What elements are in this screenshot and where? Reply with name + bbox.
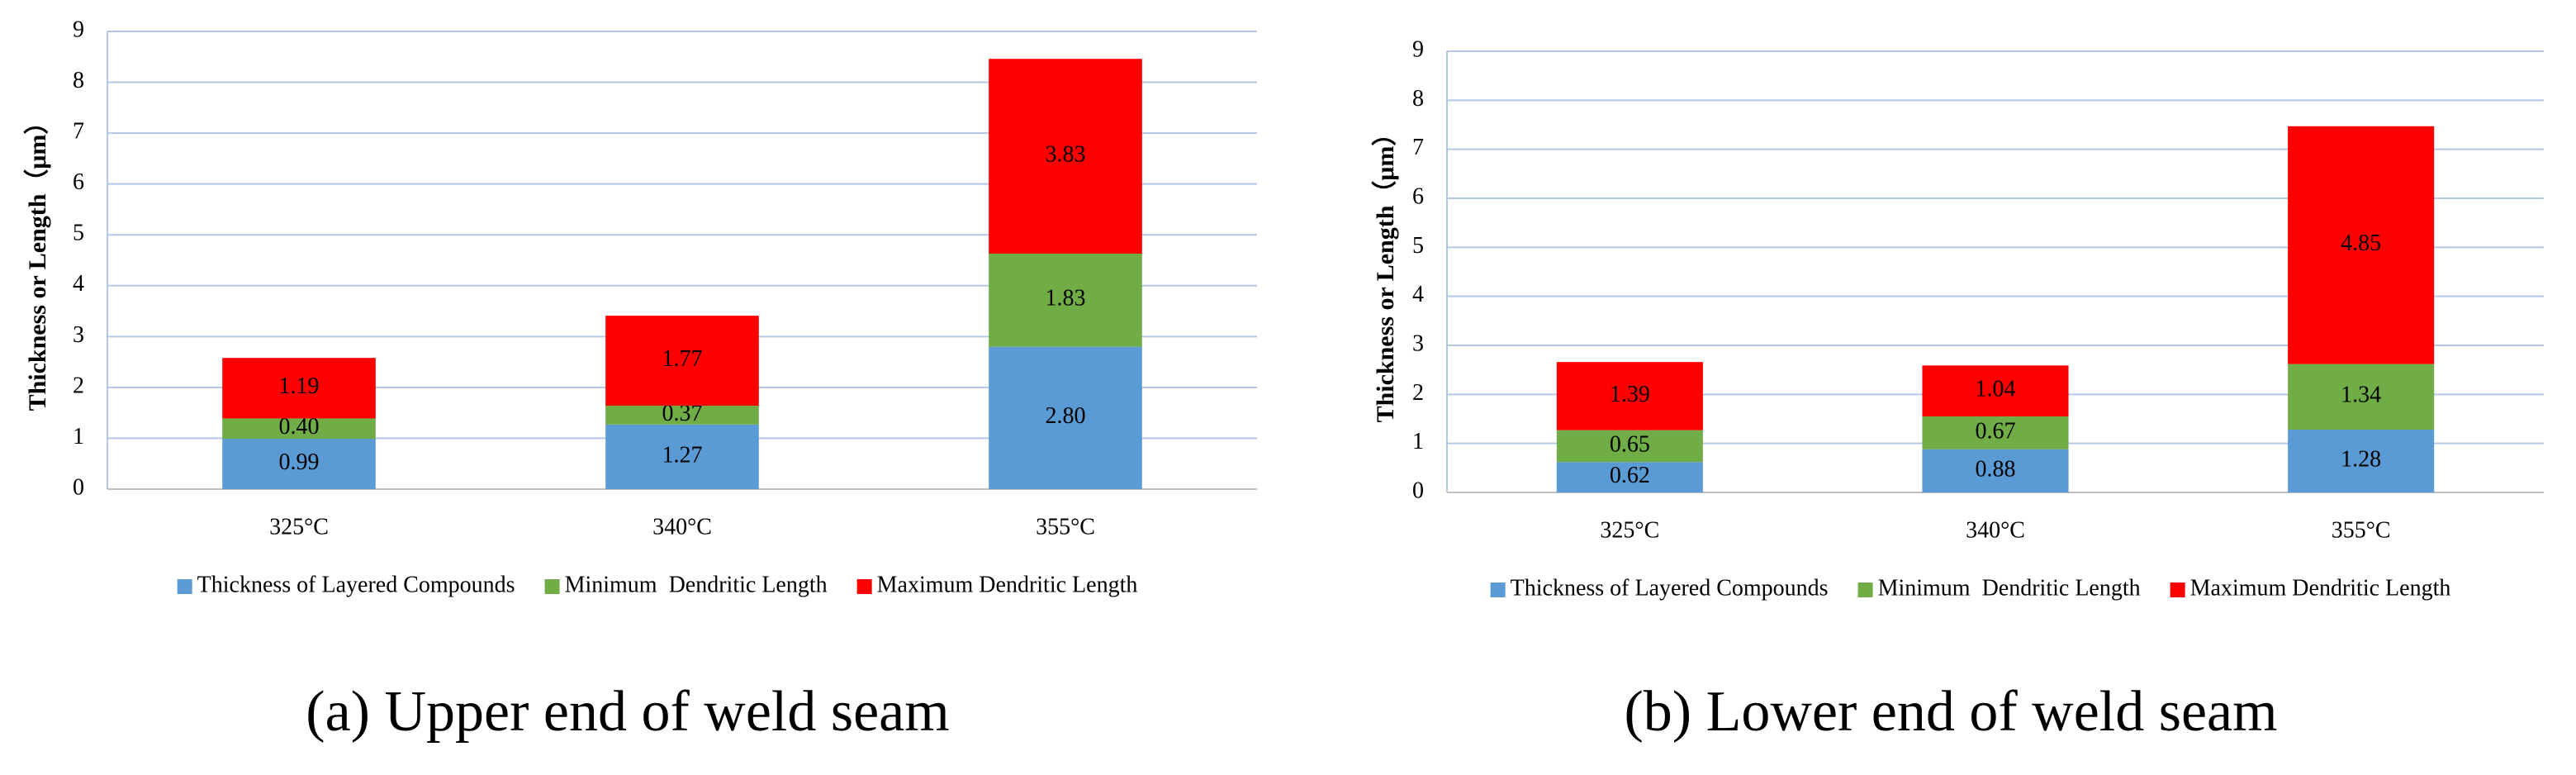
legend: Thickness of Layered Compounds Minimum De… — [177, 572, 1138, 597]
legend-label: Minimum Dendritic Length — [1878, 575, 2141, 601]
y-tick-label: 7 — [73, 119, 84, 145]
chart: 0 1 2 3 4 5 6 7 8 9 Thickness or Length（μm） 325°C 0.… — [1371, 36, 2544, 744]
bar-segment — [1922, 365, 2069, 417]
data-label: 1.04 — [1976, 377, 2016, 402]
data-label: 0.88 — [1976, 456, 2016, 482]
y-tick-label: 4 — [73, 271, 84, 297]
legend-swatch — [2170, 582, 2185, 597]
legend: Thickness of Layered Compounds Minimum De… — [1490, 575, 2451, 601]
bar-segment — [1556, 362, 1703, 430]
legend-label: Minimum Dendritic Length — [565, 572, 828, 597]
data-label: 0.62 — [1610, 463, 1650, 488]
data-label: 0.99 — [279, 449, 320, 475]
bar-segment — [2288, 126, 2435, 364]
bar-segment — [989, 253, 1142, 347]
data-label: 1.83 — [1046, 286, 1086, 311]
y-tick-label: 8 — [73, 68, 84, 93]
bar-segment — [1556, 462, 1703, 492]
caption: (a) Upper end of weld seam — [306, 680, 949, 744]
y-tick-label: 8 — [1412, 86, 1424, 112]
y-tick-label: 1 — [1412, 429, 1424, 454]
y-tick-label: 3 — [1412, 330, 1424, 356]
y-tick-label: 6 — [73, 169, 84, 195]
y-tick-label: 0 — [73, 474, 84, 500]
x-tick-label: 340°C — [1966, 517, 2025, 543]
y-tick-label: 0 — [1412, 478, 1424, 503]
legend-label: Thickness of Layered Compounds — [1511, 575, 1829, 601]
y-tick-label: 5 — [73, 221, 84, 246]
y-tick-label: 1 — [73, 424, 84, 449]
bar-segment — [989, 59, 1142, 254]
y-tick-label: 2 — [73, 373, 84, 398]
bar-segment — [2288, 430, 2435, 492]
legend-swatch — [856, 579, 872, 594]
y-tick-label: 4 — [1412, 282, 1424, 307]
y-tick-label: 2 — [1412, 380, 1424, 406]
bar-segment — [1922, 416, 2069, 449]
bar-segment — [222, 418, 376, 440]
bar-segment — [222, 358, 376, 419]
x-tick-label: 325°C — [269, 514, 329, 540]
bar-segment — [605, 316, 759, 407]
legend-swatch — [1857, 582, 1873, 597]
x-tick-label: 340°C — [652, 514, 712, 540]
data-label: 1.34 — [2341, 383, 2381, 408]
legend-label: Maximum Dendritic Length — [877, 572, 1138, 597]
data-label: 2.80 — [1046, 403, 1086, 429]
bar-segment — [605, 406, 759, 425]
caption: (b) Lower end of weld seam — [1624, 680, 2277, 744]
bar-segment — [605, 424, 759, 489]
data-label: 4.85 — [2341, 231, 2381, 256]
legend-label: Maximum Dendritic Length — [2190, 575, 2451, 601]
data-label: 0.65 — [1610, 431, 1650, 457]
legend-label: Thickness of Layered Compounds — [197, 572, 515, 597]
legend-swatch — [544, 579, 560, 594]
x-tick-label: 355°C — [2332, 517, 2391, 543]
legend-swatch — [1490, 582, 1506, 597]
y-tick-label: 6 — [1412, 183, 1424, 209]
chart: 0 1 2 3 4 5 6 7 8 9 Thickness or Length（μm） 325°C 0.… — [23, 17, 1257, 744]
data-label: 0.67 — [1976, 418, 2016, 444]
data-label: 1.27 — [662, 442, 703, 468]
y-axis-title: Thickness or Length（μm） — [1371, 121, 1399, 423]
y-tick-label: 3 — [73, 322, 84, 348]
y-axis-title: Thickness or Length（μm） — [23, 110, 51, 411]
data-label: 1.28 — [2341, 446, 2381, 472]
bar-segment — [2288, 364, 2435, 430]
data-label: 1.19 — [279, 373, 320, 399]
x-tick-label: 355°C — [1036, 514, 1095, 540]
bar-segment — [989, 346, 1142, 489]
y-tick-label: 5 — [1412, 233, 1424, 259]
y-tick-label: 7 — [1412, 135, 1424, 160]
data-label: 1.39 — [1610, 382, 1650, 407]
x-tick-label: 325°C — [1600, 517, 1659, 543]
y-tick-label: 9 — [1412, 36, 1424, 62]
bar-segment — [1556, 430, 1703, 463]
bar-segment — [1922, 449, 2069, 492]
y-tick-label: 9 — [73, 17, 84, 42]
data-label: 1.77 — [662, 346, 703, 372]
legend-swatch — [177, 579, 192, 594]
bar-segment — [222, 439, 376, 489]
data-label: 3.83 — [1046, 142, 1086, 168]
